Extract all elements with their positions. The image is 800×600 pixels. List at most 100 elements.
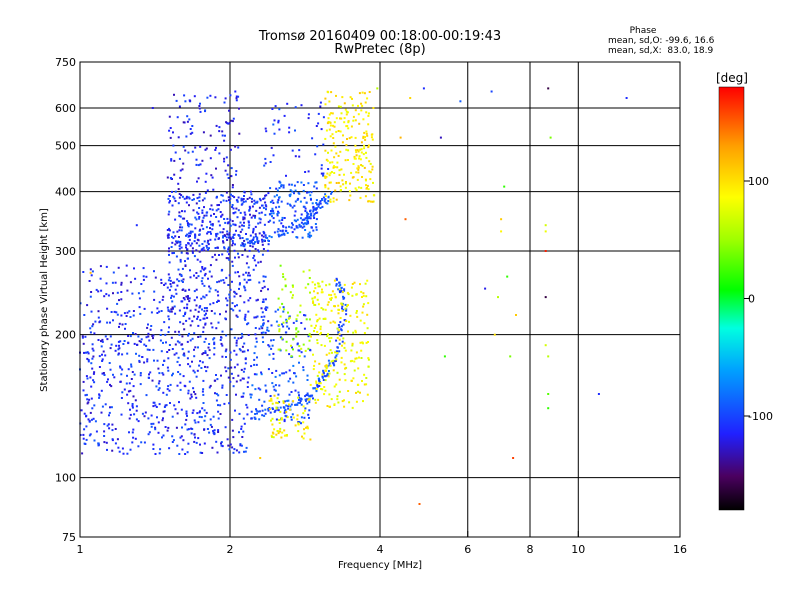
data-point xyxy=(290,183,293,186)
data-point xyxy=(118,344,120,347)
data-point xyxy=(252,268,255,271)
data-point xyxy=(296,218,299,221)
data-point xyxy=(334,295,337,298)
data-point xyxy=(162,410,165,413)
data-point xyxy=(329,349,332,352)
x-axis-label: Frequency [MHz] xyxy=(338,560,422,571)
data-point xyxy=(326,202,329,205)
data-point xyxy=(336,336,339,339)
data-point xyxy=(103,374,106,376)
data-point xyxy=(328,113,331,116)
data-point xyxy=(211,223,214,226)
data-point xyxy=(227,233,230,236)
data-point xyxy=(350,125,353,128)
data-point xyxy=(329,198,332,201)
data-point xyxy=(162,363,164,366)
data-point xyxy=(233,448,236,451)
data-point xyxy=(246,255,249,258)
data-point xyxy=(223,234,226,237)
data-point xyxy=(218,280,221,283)
data-point xyxy=(106,380,109,383)
data-point xyxy=(161,436,163,439)
data-point xyxy=(114,281,117,284)
data-point xyxy=(171,241,174,244)
data-point xyxy=(209,227,211,230)
data-point xyxy=(227,246,230,249)
data-point xyxy=(226,304,229,307)
data-point xyxy=(186,340,189,343)
data-point xyxy=(202,352,205,354)
data-point xyxy=(336,161,339,164)
data-point xyxy=(273,195,276,198)
data-point xyxy=(157,367,160,370)
data-point xyxy=(106,307,109,310)
data-point xyxy=(246,198,249,200)
data-point xyxy=(352,331,355,334)
data-point xyxy=(331,191,333,194)
data-point xyxy=(360,109,363,112)
data-point xyxy=(194,216,197,219)
data-point xyxy=(312,210,315,213)
data-point xyxy=(128,417,131,420)
data-point xyxy=(203,317,206,320)
data-point xyxy=(357,150,360,153)
data-point xyxy=(112,292,114,295)
data-point xyxy=(192,369,195,372)
data-point xyxy=(137,335,140,338)
data-point xyxy=(292,381,295,384)
data-point xyxy=(291,346,293,349)
data-point xyxy=(318,203,321,206)
data-point xyxy=(240,425,243,428)
data-point xyxy=(237,374,240,377)
y-tick-label: 200 xyxy=(55,329,76,342)
data-point xyxy=(257,261,260,264)
data-point xyxy=(335,354,338,357)
data-point xyxy=(229,358,232,361)
data-point xyxy=(190,223,193,226)
data-point xyxy=(217,220,220,223)
data-point xyxy=(247,299,250,302)
data-point xyxy=(363,322,366,325)
data-point xyxy=(331,161,334,164)
data-point xyxy=(264,331,267,334)
data-point xyxy=(233,196,236,199)
data-point xyxy=(228,258,231,261)
x-tick-label: 4 xyxy=(377,543,384,556)
data-point xyxy=(254,333,257,336)
data-point xyxy=(300,422,302,425)
data-point xyxy=(129,316,132,318)
data-point xyxy=(201,308,203,311)
data-point xyxy=(355,351,358,354)
data-point xyxy=(249,297,252,300)
data-point xyxy=(322,317,325,320)
data-point xyxy=(201,219,204,222)
data-point xyxy=(201,361,204,364)
data-point xyxy=(303,409,306,412)
data-point xyxy=(216,232,219,235)
data-point xyxy=(332,166,335,169)
data-point xyxy=(105,293,108,296)
data-point xyxy=(108,411,111,414)
data-point xyxy=(509,355,512,358)
data-point xyxy=(252,242,254,245)
data-point xyxy=(302,223,305,226)
data-point xyxy=(164,404,167,407)
data-point xyxy=(285,321,288,324)
data-point xyxy=(123,312,126,315)
data-point xyxy=(312,206,315,209)
data-point xyxy=(143,361,146,364)
data-point xyxy=(198,250,201,253)
data-point xyxy=(282,406,285,409)
data-point xyxy=(98,355,101,358)
data-point xyxy=(118,450,121,453)
data-point xyxy=(214,149,217,151)
data-point xyxy=(153,270,155,273)
data-point xyxy=(207,243,210,246)
data-point xyxy=(105,282,108,285)
data-point xyxy=(224,169,227,172)
data-point xyxy=(206,316,209,319)
data-point xyxy=(188,297,191,300)
data-point xyxy=(174,151,177,154)
data-point xyxy=(254,216,256,219)
data-point xyxy=(295,226,298,229)
